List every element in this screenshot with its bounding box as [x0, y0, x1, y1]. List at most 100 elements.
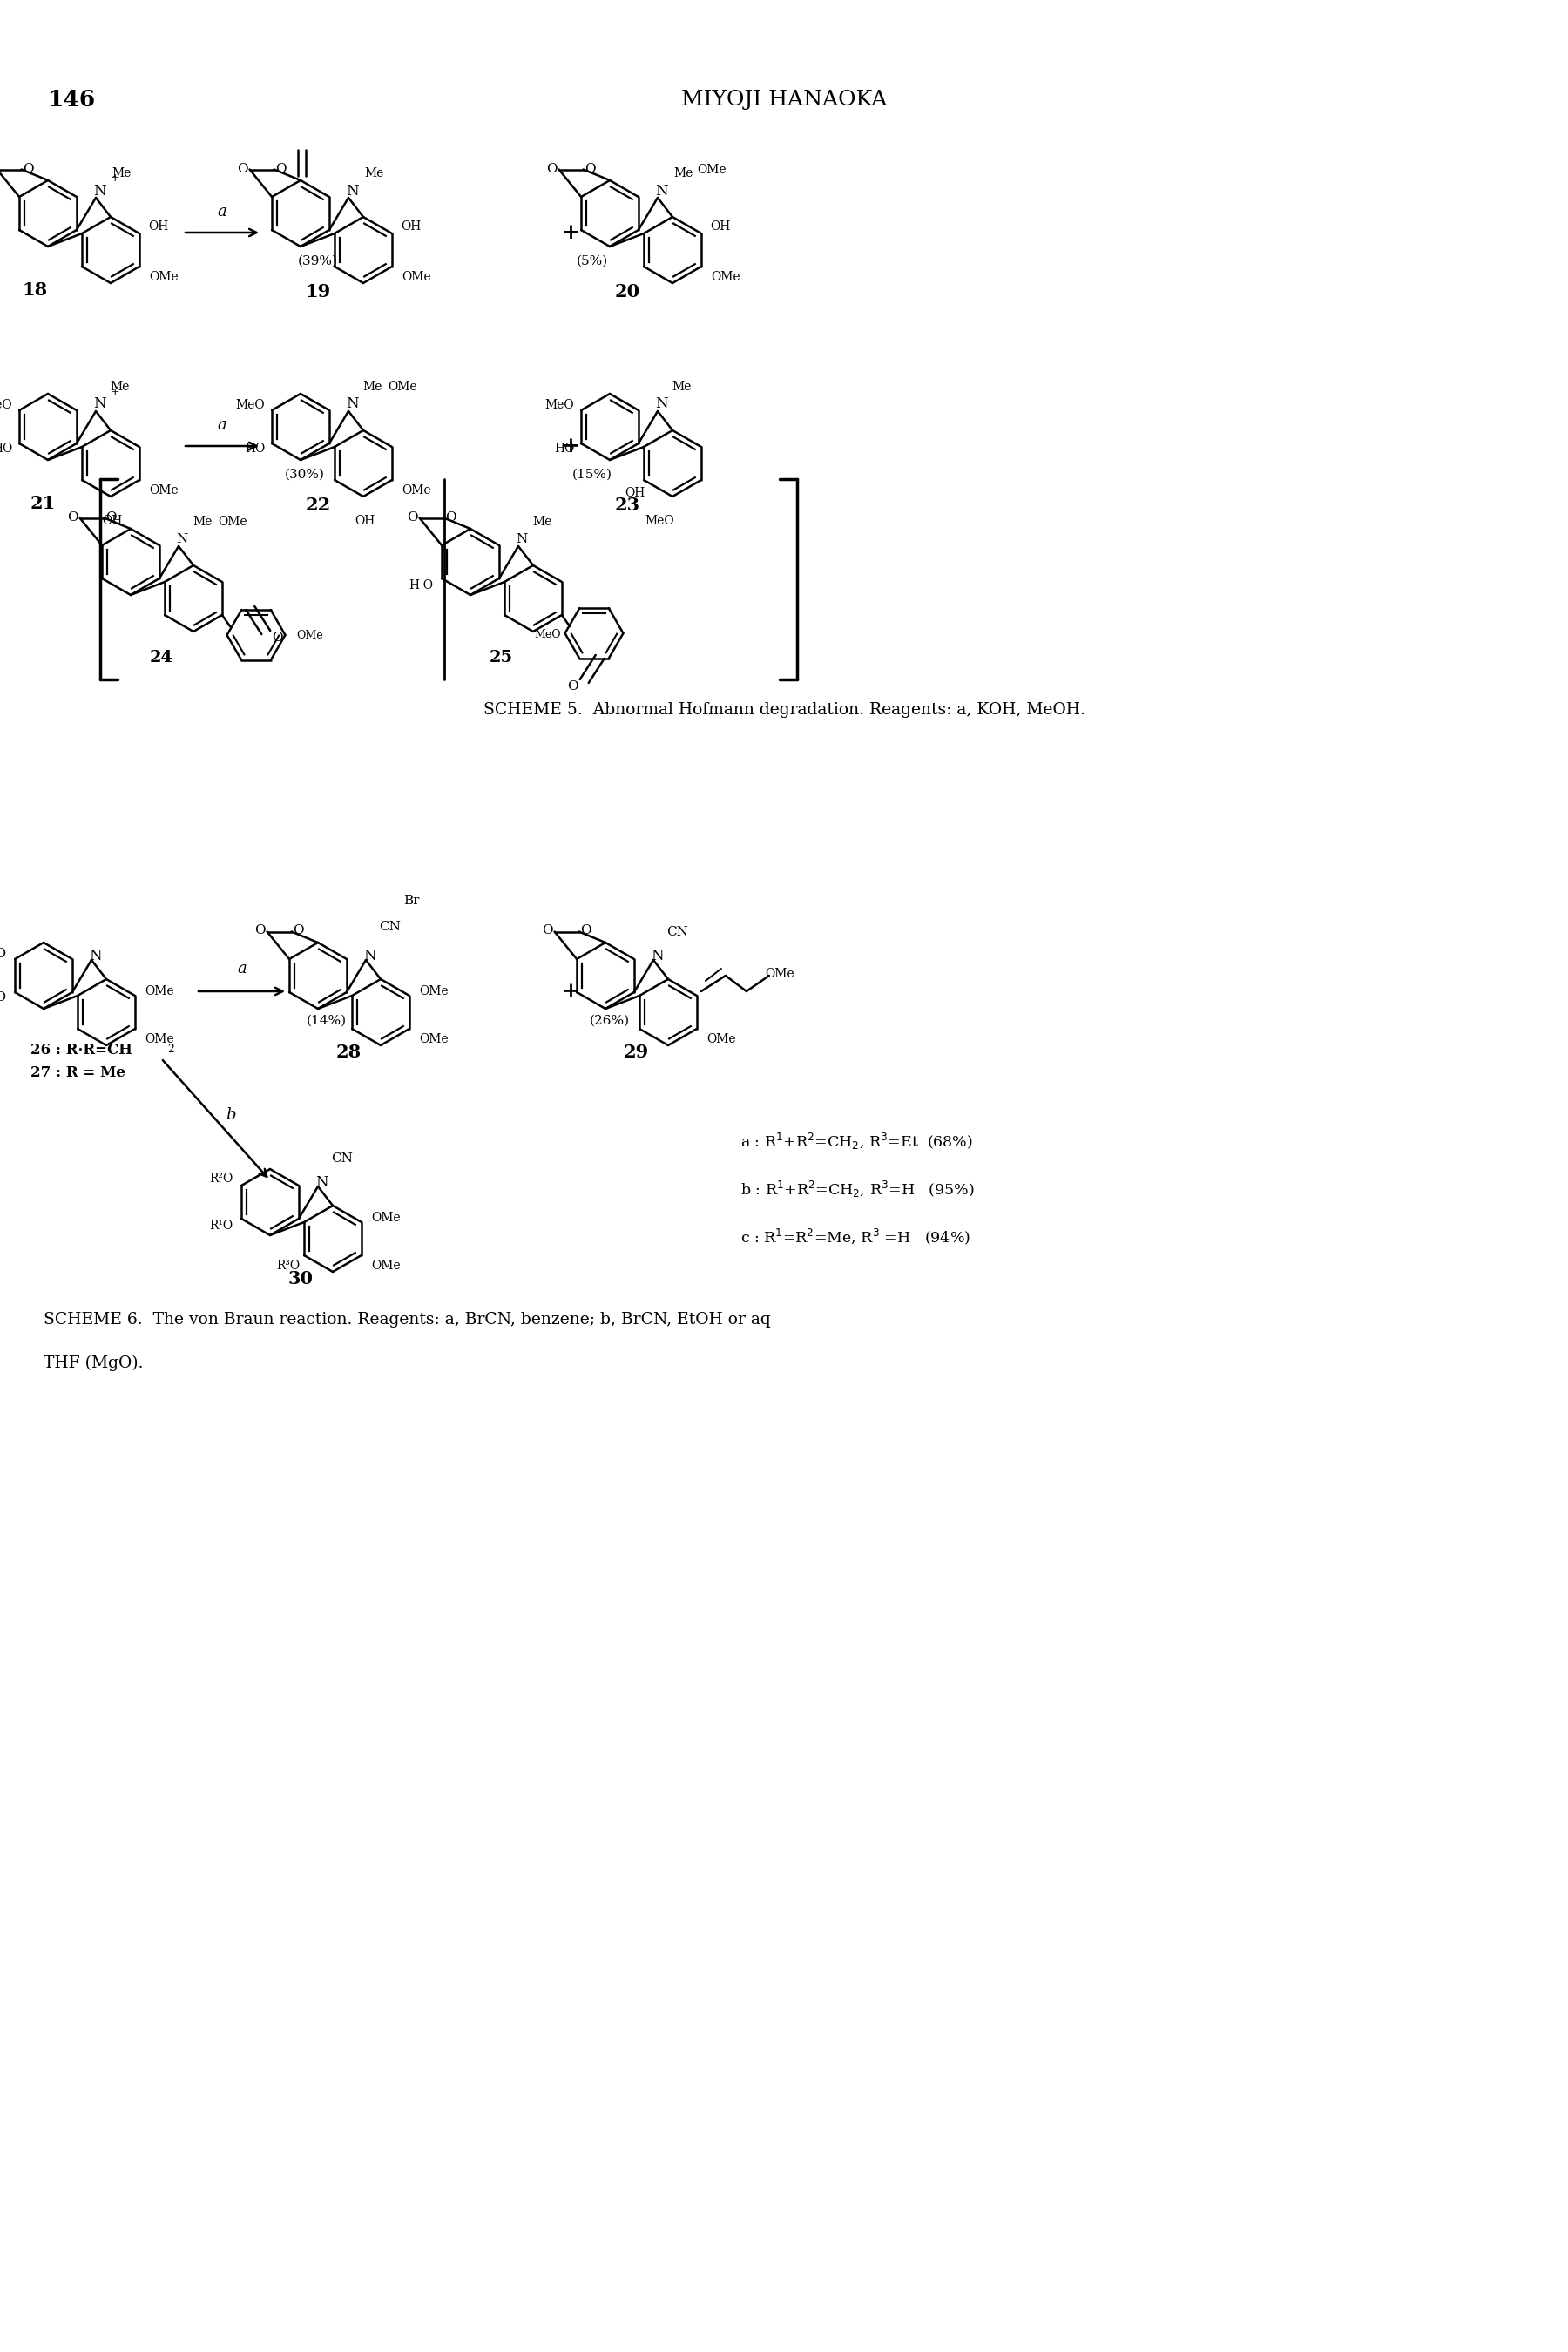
Text: a: a: [218, 205, 227, 219]
Text: N: N: [655, 183, 668, 198]
Text: a : R$^1$+R$^2$=CH$_2$, R$^3$=Et  (68%): a : R$^1$+R$^2$=CH$_2$, R$^3$=Et (68%): [740, 1131, 972, 1150]
Text: O: O: [293, 924, 304, 936]
Text: 30: 30: [289, 1270, 314, 1287]
Text: Me: Me: [673, 381, 691, 393]
Text: MeO: MeO: [235, 400, 265, 412]
Text: OMe: OMe: [218, 515, 248, 527]
Text: N: N: [362, 948, 376, 962]
Text: +: +: [110, 386, 119, 397]
Text: c : R$^1$=R$^2$=Me, R$^3$ =H   (94%): c : R$^1$=R$^2$=Me, R$^3$ =H (94%): [740, 1228, 971, 1247]
Text: MeO: MeO: [544, 400, 574, 412]
Text: b : R$^1$+R$^2$=CH$_2$, R$^3$=H   (95%): b : R$^1$+R$^2$=CH$_2$, R$^3$=H (95%): [740, 1178, 974, 1200]
Text: O: O: [580, 924, 591, 936]
Text: O: O: [24, 162, 34, 174]
Text: OMe: OMe: [372, 1211, 400, 1223]
Text: (15%): (15%): [572, 468, 613, 480]
Text: HO: HO: [554, 442, 574, 454]
Text: Me: Me: [365, 167, 384, 179]
Text: OMe: OMe: [149, 485, 179, 496]
Text: SCHEME 5.  Abnormal Hofmann degradation. Reagents: a, KOH, MeOH.: SCHEME 5. Abnormal Hofmann degradation. …: [483, 703, 1085, 717]
Text: OH: OH: [102, 515, 122, 527]
Text: +: +: [561, 435, 580, 456]
Text: Me: Me: [113, 167, 132, 179]
Text: O: O: [276, 162, 287, 174]
Text: 23: 23: [615, 496, 640, 515]
Text: (26%): (26%): [590, 1014, 630, 1028]
Text: RO: RO: [0, 990, 6, 1004]
Text: O: O: [445, 510, 456, 522]
Text: N: N: [516, 534, 527, 546]
Text: (14%): (14%): [307, 1014, 347, 1028]
Text: +: +: [561, 981, 580, 1002]
Text: Me: Me: [110, 381, 130, 393]
Text: 21: 21: [30, 494, 56, 513]
Text: OMe: OMe: [698, 165, 726, 176]
Text: OH: OH: [710, 221, 731, 233]
Text: (30%): (30%): [285, 468, 325, 480]
Text: HO: HO: [245, 442, 265, 454]
Text: CN: CN: [379, 920, 401, 934]
Text: O: O: [546, 162, 557, 174]
Text: Me: Me: [193, 515, 213, 527]
Text: 18: 18: [22, 282, 47, 299]
Text: b: b: [226, 1108, 235, 1122]
Text: OMe: OMe: [387, 381, 417, 393]
Text: 25: 25: [489, 649, 513, 666]
Text: H-O: H-O: [409, 579, 433, 590]
Text: OMe: OMe: [401, 270, 431, 282]
Text: (5%): (5%): [577, 256, 608, 268]
Text: N: N: [651, 948, 663, 962]
Text: MIYOJI HANAOKA: MIYOJI HANAOKA: [681, 89, 887, 111]
Text: OMe: OMe: [707, 1033, 735, 1044]
Text: Br: Br: [403, 894, 419, 908]
Text: N: N: [315, 1174, 328, 1190]
Text: OMe: OMe: [419, 1033, 448, 1044]
Text: 24: 24: [149, 649, 172, 666]
Text: N: N: [345, 183, 359, 198]
Text: N: N: [88, 948, 102, 962]
Text: 26 : R·R=CH: 26 : R·R=CH: [30, 1042, 132, 1056]
Text: N: N: [93, 397, 105, 412]
Text: O: O: [237, 162, 248, 174]
Text: 146: 146: [49, 89, 96, 111]
Text: CN: CN: [331, 1152, 353, 1164]
Text: CN: CN: [666, 927, 688, 938]
Text: 27 : R = Me: 27 : R = Me: [30, 1065, 125, 1080]
Text: OMe: OMe: [401, 485, 431, 496]
Text: O: O: [408, 510, 419, 522]
Text: OMe: OMe: [144, 1033, 174, 1044]
Text: OH: OH: [354, 515, 375, 527]
Text: Me: Me: [533, 515, 552, 527]
Text: O: O: [254, 924, 265, 936]
Text: MeO: MeO: [644, 515, 674, 527]
Text: 22: 22: [306, 496, 331, 515]
Text: Me: Me: [674, 167, 693, 179]
Text: OH: OH: [626, 487, 646, 499]
Text: OMe: OMe: [765, 967, 795, 981]
Text: OMe: OMe: [149, 270, 179, 282]
Text: O: O: [271, 633, 282, 644]
Text: R¹O: R¹O: [209, 1221, 232, 1232]
Text: OMe: OMe: [419, 985, 448, 997]
Text: 28: 28: [336, 1044, 361, 1061]
Text: O: O: [585, 162, 596, 174]
Text: N: N: [655, 397, 668, 412]
Text: OMe: OMe: [296, 630, 323, 640]
Text: +: +: [561, 221, 580, 242]
Text: OMe: OMe: [372, 1261, 400, 1272]
Text: OH: OH: [149, 221, 169, 233]
Text: HO: HO: [0, 442, 13, 454]
Text: R²O: R²O: [209, 1174, 232, 1185]
Text: Me: Me: [364, 381, 383, 393]
Text: O: O: [568, 680, 579, 691]
Text: N: N: [345, 397, 359, 412]
Text: 2: 2: [168, 1044, 174, 1056]
Text: O: O: [105, 510, 116, 522]
Text: (39%): (39%): [298, 256, 339, 268]
Text: N: N: [176, 534, 188, 546]
Text: OMe: OMe: [144, 985, 174, 997]
Text: O: O: [543, 924, 554, 936]
Text: MeO: MeO: [0, 400, 13, 412]
Text: MeO: MeO: [535, 630, 561, 640]
Text: 19: 19: [306, 282, 331, 301]
